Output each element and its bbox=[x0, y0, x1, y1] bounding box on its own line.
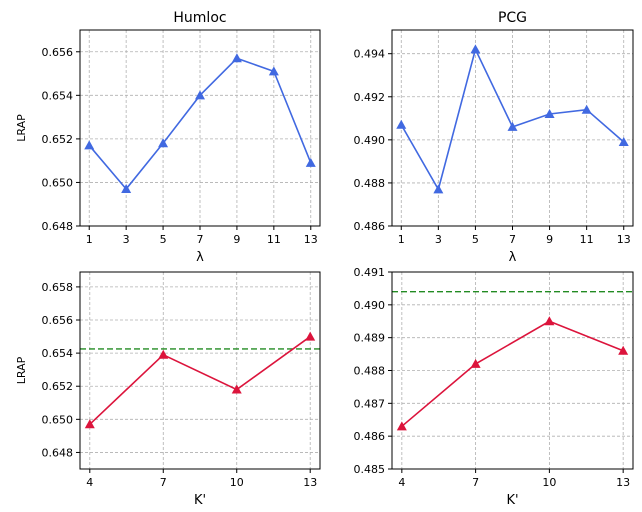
x-tick-label: 7 bbox=[197, 233, 204, 246]
plot-frame bbox=[391, 271, 634, 470]
triangle-marker bbox=[84, 140, 95, 150]
y-tick-label: 0.652 bbox=[42, 133, 74, 146]
triangle-marker bbox=[231, 53, 242, 63]
series-line bbox=[401, 320, 624, 427]
triangle-marker bbox=[158, 349, 169, 359]
x-tick-label: 10 bbox=[542, 476, 556, 489]
triangle-marker bbox=[581, 104, 592, 114]
triangle-marker bbox=[544, 109, 555, 118]
triangle-marker bbox=[618, 345, 629, 355]
series-line bbox=[89, 335, 311, 425]
triangle-marker bbox=[195, 90, 205, 100]
x-tick-label: 7 bbox=[472, 476, 479, 489]
y-tick-label: 0.650 bbox=[42, 413, 74, 426]
chart-panel-4: 0.485 0.486 0.487 0.488 0.489 0.490 0.491 4 7 10 1… bbox=[354, 266, 634, 508]
chart-panel-3: 0.648 0.650 0.652 0.654 0.656 0.658 4 7 10 13 K' LR… bbox=[15, 271, 321, 508]
y-tick-label: 0.656 bbox=[42, 314, 74, 327]
x-tick-label: 9 bbox=[546, 233, 553, 246]
plot-frame bbox=[79, 29, 321, 227]
x-tick-label: 10 bbox=[230, 476, 244, 489]
y-tick-label: 0.486 bbox=[354, 220, 386, 233]
triangle-marker bbox=[470, 44, 481, 54]
triangle-marker bbox=[618, 137, 629, 146]
x-tick-label: 5 bbox=[472, 233, 479, 246]
triangle-marker bbox=[268, 66, 279, 76]
triangle-marker bbox=[231, 384, 242, 394]
plot-frame bbox=[79, 271, 321, 470]
y-tick-label: 0.490 bbox=[354, 299, 386, 312]
x-tick-label: 13 bbox=[303, 476, 317, 489]
y-tick-label: 0.486 bbox=[354, 430, 386, 443]
y-tick-label: 0.650 bbox=[42, 176, 74, 189]
y-tick-label: 0.487 bbox=[354, 397, 386, 410]
triangle-marker bbox=[433, 184, 444, 194]
x-tick-label: 7 bbox=[160, 476, 167, 489]
y-tick-label: 0.648 bbox=[42, 446, 74, 459]
y-tick-label: 0.489 bbox=[354, 332, 386, 345]
y-tick-label: 0.492 bbox=[354, 91, 386, 104]
x-tick-label: 11 bbox=[267, 233, 281, 246]
triangle-marker bbox=[396, 119, 407, 129]
triangle-marker bbox=[470, 358, 481, 368]
y-tick-label: 0.656 bbox=[42, 46, 74, 59]
x-tick-label: 7 bbox=[509, 233, 516, 246]
x-tick-label: 13 bbox=[617, 233, 631, 246]
triangle-marker bbox=[305, 331, 316, 341]
y-tick-label: 0.485 bbox=[354, 463, 386, 476]
y-tick-label: 0.658 bbox=[42, 281, 74, 294]
y-tick-label: 0.654 bbox=[42, 347, 74, 360]
y-tick-label: 0.488 bbox=[354, 365, 386, 378]
x-tick-label: 5 bbox=[160, 233, 167, 246]
x-tick-label: 4 bbox=[86, 476, 93, 489]
plot-frame bbox=[391, 29, 634, 227]
y-tick-label: 0.488 bbox=[354, 177, 386, 190]
x-axis-label: K' bbox=[194, 493, 206, 508]
chart-title: PCG bbox=[498, 10, 527, 26]
y-tick-label: 0.494 bbox=[354, 48, 386, 61]
triangle-marker bbox=[305, 157, 316, 167]
x-axis-label: K' bbox=[506, 493, 518, 508]
triangle-marker bbox=[507, 121, 518, 131]
y-tick-label: 0.491 bbox=[354, 266, 386, 279]
triangle-marker bbox=[121, 183, 132, 193]
y-tick-label: 0.490 bbox=[354, 134, 386, 147]
chart-title: Humloc bbox=[173, 10, 226, 26]
x-tick-label: 9 bbox=[233, 233, 240, 246]
x-tick-label: 1 bbox=[86, 233, 93, 246]
y-tick-label: 0.652 bbox=[42, 380, 74, 393]
triangle-marker bbox=[84, 419, 95, 429]
x-tick-label: 13 bbox=[304, 233, 318, 246]
x-tick-label: 4 bbox=[398, 476, 405, 489]
y-axis-label: LRAP bbox=[15, 114, 28, 142]
x-tick-label: 11 bbox=[580, 233, 594, 246]
x-tick-label: 3 bbox=[123, 233, 130, 246]
triangle-marker bbox=[396, 421, 407, 431]
triangle-marker bbox=[544, 316, 555, 326]
x-tick-label: 13 bbox=[616, 476, 630, 489]
x-axis-label: λ bbox=[509, 250, 517, 265]
x-tick-label: 3 bbox=[435, 233, 442, 246]
y-axis-label: LRAP bbox=[15, 356, 28, 384]
x-axis-label: λ bbox=[196, 250, 204, 265]
triangle-marker bbox=[158, 138, 169, 148]
y-tick-label: 0.654 bbox=[42, 89, 74, 102]
x-tick-label: 1 bbox=[398, 233, 405, 246]
y-tick-label: 0.648 bbox=[42, 220, 74, 233]
